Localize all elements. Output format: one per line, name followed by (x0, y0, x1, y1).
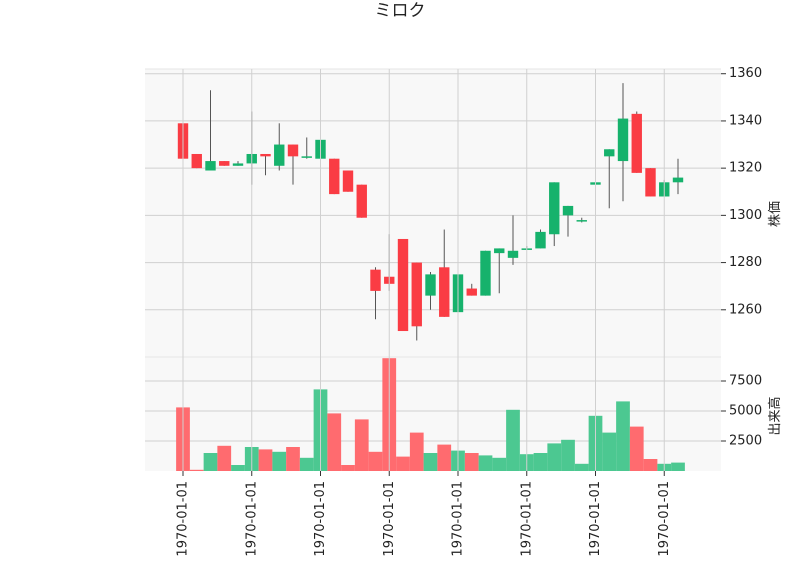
candle-body (535, 231, 546, 249)
candle-body (274, 144, 285, 166)
volume-bar (327, 413, 342, 471)
candle-body (219, 161, 230, 166)
price-tick-label: 1260 (729, 302, 762, 317)
candle-body (397, 238, 409, 332)
volume-bar (506, 409, 520, 471)
candle-body (301, 156, 312, 158)
candle-body (645, 168, 656, 197)
x-tick-label: 1970-01-01 (382, 481, 397, 557)
price-tick-label: 1320 (729, 161, 762, 176)
candle-body (494, 248, 505, 254)
volume-bar (492, 457, 507, 471)
x-axis: 1970-01-01 1970-01-01 1970-01-01 1970-01-01… (176, 69, 672, 557)
volume-bar (671, 462, 685, 471)
volume-bar (409, 432, 424, 471)
volume-bar (643, 459, 658, 471)
chart-title: ミロク (375, 1, 426, 21)
volume-bar (478, 455, 493, 471)
volume-bar (258, 449, 273, 471)
candle-body (562, 205, 574, 216)
volume-bar (533, 453, 548, 471)
candle-body (549, 182, 560, 235)
volume-bar (629, 426, 644, 471)
candle-body (260, 153, 271, 157)
price-tick-label: 1300 (729, 208, 762, 223)
volume-bar (464, 453, 479, 471)
volume-bar (368, 451, 383, 471)
price-plot-background (145, 69, 721, 357)
volume-bar (602, 432, 617, 471)
volume-bar (437, 444, 452, 471)
candle-body (604, 149, 615, 157)
candle-body (287, 144, 299, 157)
candle-body (576, 220, 587, 222)
volume-bar (423, 453, 438, 471)
x-tick-label: 1970-01-01 (244, 481, 259, 557)
volume-bar (231, 465, 245, 471)
candle-body (191, 153, 202, 169)
price-panel: 1260 1280 1300 1320 1340 1360 (145, 66, 762, 357)
x-tick-label: 1970-01-01 (519, 481, 534, 557)
volume-tick-label: 7500 (729, 374, 762, 389)
candle-body (617, 118, 629, 162)
candle-body (411, 262, 422, 327)
candle-body (356, 184, 367, 218)
candle-body (466, 288, 477, 296)
candle-body (232, 163, 244, 166)
volume-bar (203, 453, 218, 471)
candle-body (631, 113, 642, 173)
candle-body (342, 170, 354, 192)
candle-body (507, 250, 519, 258)
volume-bar (341, 465, 355, 471)
volume-bar (217, 445, 232, 471)
x-tick-label: 1970-01-01 (313, 481, 328, 557)
candle-body (672, 177, 684, 183)
volume-bar (616, 401, 630, 471)
x-tick-label: 1970-01-01 (657, 481, 672, 557)
x-tick-label: 1970-01-01 (451, 481, 466, 557)
candle-body (480, 250, 491, 296)
volume-bar (286, 447, 300, 471)
volume-axis-label: 出来高 (767, 396, 783, 435)
volume-panel: 2500 5000 7500 (145, 356, 762, 471)
volume-bar (299, 457, 314, 471)
price-tick-label: 1360 (729, 66, 762, 81)
x-tick-label: 1970-01-01 (176, 481, 191, 557)
price-axis-label: 株価 (768, 201, 783, 227)
volume-tick-label: 2500 (729, 434, 762, 449)
volume-bar (547, 443, 562, 471)
candle-body (370, 269, 381, 291)
candle-body (439, 267, 450, 317)
volume-bar (189, 469, 204, 471)
volume-bar (354, 419, 369, 471)
volume-bar (561, 439, 575, 471)
candle-body (205, 161, 216, 171)
volume-bar (574, 463, 589, 471)
volume-bar (272, 451, 287, 471)
price-tick-label: 1340 (729, 113, 762, 128)
volume-tick-label: 5000 (729, 404, 762, 419)
volume-bar (396, 456, 410, 471)
candle-body (329, 158, 340, 195)
price-tick-label: 1280 (729, 255, 762, 270)
x-tick-label: 1970-01-01 (588, 481, 603, 557)
candle-body (425, 274, 436, 296)
